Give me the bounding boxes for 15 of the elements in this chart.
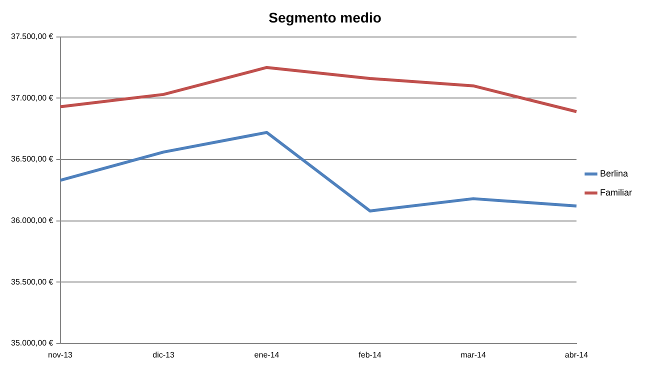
y-tick-label: 37.000,00 € [10,93,54,102]
x-tick-label: ene-14 [254,350,280,360]
x-tick-label: nov-13 [48,350,74,360]
y-tick-label: 37.500,00 € [10,32,54,42]
y-tick-label: 35.000,00 € [10,338,54,348]
chart-title: Segmento medio [268,9,382,26]
y-tick-label: 36.000,00 € [10,216,54,225]
x-tick-label: dic-13 [152,350,175,360]
x-tick-label: abr-14 [564,350,589,360]
legend-label: Berlina [600,168,628,178]
y-tick-label: 36.500,00 € [10,154,54,164]
y-tick-label: 35.500,00 € [10,277,54,286]
x-tick-label: feb-14 [358,350,382,360]
legend-label: Familiar [600,187,632,198]
x-tick-label: mar-14 [460,350,486,360]
